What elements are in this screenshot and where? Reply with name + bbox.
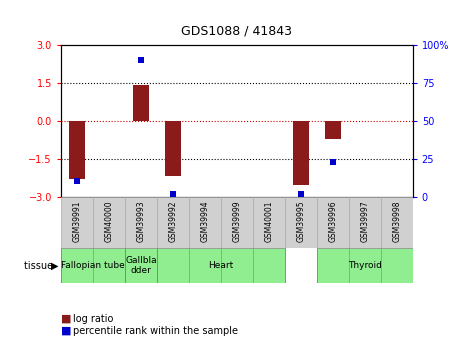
Text: GSM39992: GSM39992 — [168, 201, 177, 242]
Bar — [165, 121, 181, 176]
Bar — [253, 197, 285, 248]
Text: GSM40000: GSM40000 — [105, 201, 113, 243]
Bar — [157, 197, 189, 248]
Text: GSM39994: GSM39994 — [200, 201, 209, 243]
Bar — [317, 197, 349, 248]
Bar — [325, 121, 341, 139]
Text: ■: ■ — [61, 314, 71, 324]
Text: GSM39993: GSM39993 — [136, 201, 145, 243]
Bar — [93, 197, 125, 248]
Text: percentile rank within the sample: percentile rank within the sample — [73, 326, 238, 335]
Text: GSM39999: GSM39999 — [232, 201, 242, 243]
Text: Thyroid: Thyroid — [348, 261, 382, 270]
Text: GSM39996: GSM39996 — [328, 201, 337, 243]
Text: Fallopian tube: Fallopian tube — [61, 261, 125, 270]
Bar — [61, 197, 93, 248]
Bar — [317, 248, 413, 283]
Text: log ratio: log ratio — [73, 314, 113, 324]
Bar — [125, 248, 157, 283]
Bar — [285, 197, 317, 248]
Text: Heart: Heart — [208, 261, 234, 270]
Text: GSM39991: GSM39991 — [72, 201, 82, 242]
Bar — [349, 197, 381, 248]
Bar — [381, 197, 413, 248]
Text: ▶: ▶ — [51, 261, 59, 270]
Bar — [61, 248, 125, 283]
Text: GDS1088 / 41843: GDS1088 / 41843 — [182, 25, 292, 38]
Bar — [125, 197, 157, 248]
Bar — [157, 248, 285, 283]
Bar — [133, 85, 149, 121]
Text: GSM39995: GSM39995 — [296, 201, 305, 243]
Bar — [189, 197, 221, 248]
Text: GSM40001: GSM40001 — [265, 201, 273, 242]
Text: GSM39998: GSM39998 — [392, 201, 401, 242]
Text: Gallbla
dder: Gallbla dder — [125, 256, 157, 275]
Bar — [69, 121, 85, 179]
Text: ■: ■ — [61, 326, 71, 335]
Text: tissue: tissue — [24, 261, 56, 270]
Bar — [293, 121, 309, 185]
Bar — [221, 197, 253, 248]
Text: GSM39997: GSM39997 — [360, 201, 369, 243]
